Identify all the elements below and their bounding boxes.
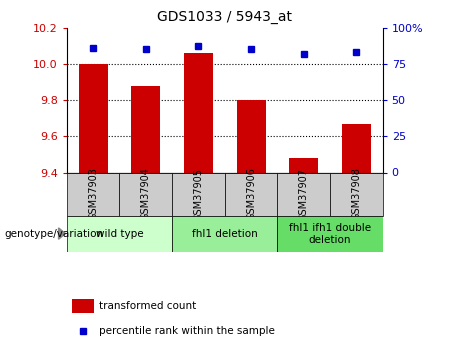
Title: GDS1033 / 5943_at: GDS1033 / 5943_at: [157, 10, 292, 24]
FancyBboxPatch shape: [119, 172, 172, 216]
Bar: [131, 86, 160, 172]
Text: GSM37905: GSM37905: [194, 168, 203, 220]
FancyBboxPatch shape: [172, 216, 278, 252]
Text: GSM37906: GSM37906: [246, 168, 256, 220]
Text: GSM37907: GSM37907: [299, 168, 309, 220]
Bar: [79, 64, 107, 172]
Text: transformed count: transformed count: [100, 301, 197, 311]
FancyArrow shape: [59, 228, 65, 239]
Bar: [342, 124, 371, 172]
Text: fhl1 deletion: fhl1 deletion: [192, 229, 258, 239]
FancyBboxPatch shape: [172, 172, 225, 216]
Text: fhl1 ifh1 double
deletion: fhl1 ifh1 double deletion: [289, 223, 371, 245]
FancyBboxPatch shape: [278, 216, 383, 252]
FancyBboxPatch shape: [67, 172, 119, 216]
Text: percentile rank within the sample: percentile rank within the sample: [100, 326, 275, 336]
FancyBboxPatch shape: [225, 172, 278, 216]
Text: GSM37903: GSM37903: [88, 168, 98, 220]
FancyBboxPatch shape: [67, 216, 172, 252]
Bar: [236, 100, 266, 172]
Text: GSM37908: GSM37908: [351, 168, 361, 220]
Text: GSM37904: GSM37904: [141, 168, 151, 220]
Bar: [184, 53, 213, 172]
FancyBboxPatch shape: [330, 172, 383, 216]
Text: wild type: wild type: [96, 229, 143, 239]
FancyBboxPatch shape: [278, 172, 330, 216]
Bar: [289, 158, 318, 172]
Text: genotype/variation: genotype/variation: [5, 229, 104, 238]
Bar: [72, 299, 94, 313]
